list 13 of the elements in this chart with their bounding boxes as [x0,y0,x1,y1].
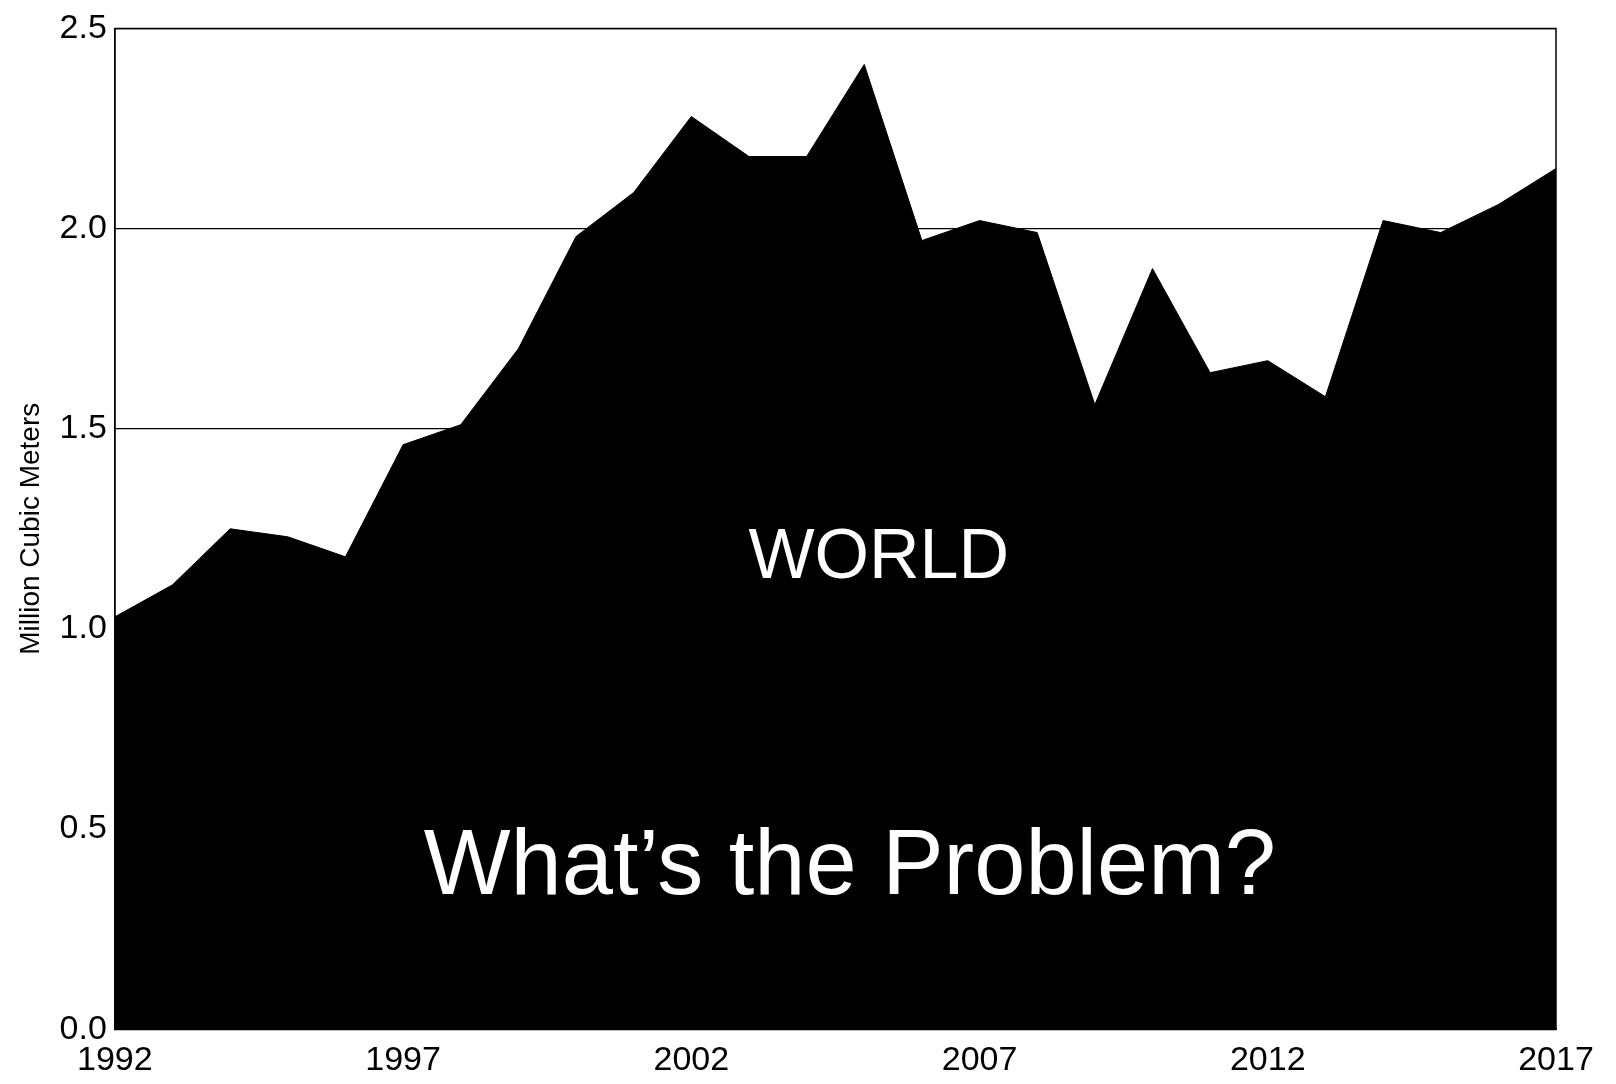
x-tick-label: 2012 [1229,1038,1306,1077]
y-tick-label: 2.5 [59,6,107,45]
x-tick-label: 2017 [1518,1038,1594,1077]
annotation: WORLD [748,515,1009,594]
annotation: What’s the Problem? [423,811,1276,914]
x-tick-label: 2002 [653,1038,730,1077]
x-tick-label: 1997 [365,1038,441,1077]
y-tick-label: 1.5 [59,407,107,446]
y-tick-label: 0.5 [59,807,107,846]
y-axis-title: Million Cubic Meters [13,402,45,655]
y-tick-label: 1.0 [59,607,107,646]
y-tick-label: 2.0 [59,206,107,245]
x-tick-label: 2007 [941,1038,1018,1077]
